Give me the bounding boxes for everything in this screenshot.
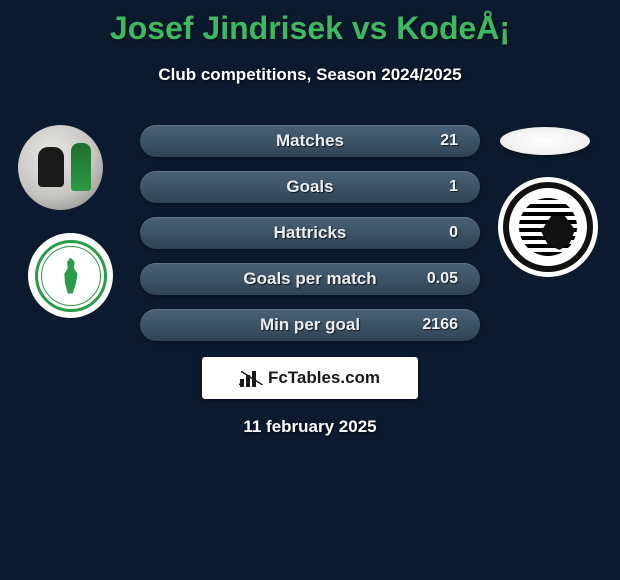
stat-value: 2166 bbox=[422, 316, 458, 334]
player-right-photo bbox=[500, 127, 590, 155]
subtitle: Club competitions, Season 2024/2025 bbox=[0, 65, 620, 85]
stat-row-mpg: Min per goal 2166 bbox=[140, 309, 480, 341]
club-left-badge bbox=[28, 233, 113, 318]
stat-row-hattricks: Hattricks 0 bbox=[140, 217, 480, 249]
stat-label: Goals per match bbox=[243, 269, 376, 289]
stat-label: Goals bbox=[286, 177, 333, 197]
bar-chart-icon bbox=[240, 369, 262, 387]
stat-value: 0.05 bbox=[427, 270, 458, 288]
stat-bars: Matches 21 Goals 1 Hattricks 0 Goals per… bbox=[140, 125, 480, 355]
stat-label: Matches bbox=[276, 131, 344, 151]
player-left-photo bbox=[18, 125, 103, 210]
stat-label: Min per goal bbox=[260, 315, 360, 335]
stat-row-gpm: Goals per match 0.05 bbox=[140, 263, 480, 295]
brand-text: FcTables.com bbox=[268, 368, 380, 388]
stat-label: Hattricks bbox=[274, 223, 347, 243]
stat-value: 1 bbox=[449, 178, 458, 196]
date-text: 11 february 2025 bbox=[243, 417, 376, 437]
club-right-badge bbox=[498, 177, 598, 277]
stat-value: 0 bbox=[449, 224, 458, 242]
brand-badge: FcTables.com bbox=[202, 357, 418, 399]
stat-row-goals: Goals 1 bbox=[140, 171, 480, 203]
bohemians-icon bbox=[57, 258, 85, 294]
stat-row-matches: Matches 21 bbox=[140, 125, 480, 157]
page-title: Josef Jindrisek vs KodeÅ¡ bbox=[0, 0, 620, 47]
stat-value: 21 bbox=[440, 132, 458, 150]
